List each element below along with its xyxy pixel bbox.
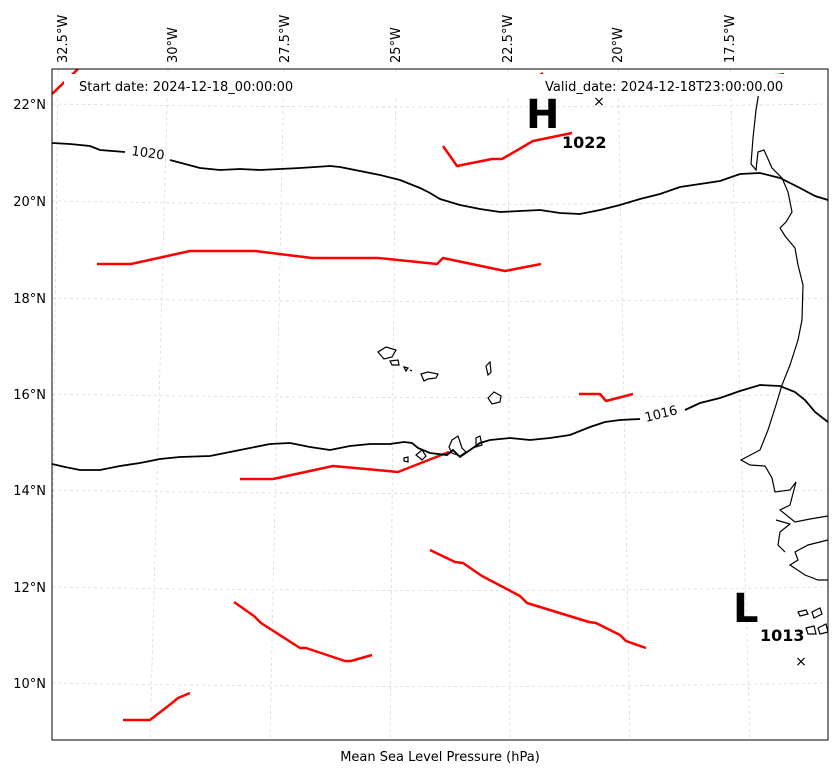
map-caption: Mean Sea Level Pressure (hPa): [340, 750, 540, 765]
front-line-central: [240, 450, 450, 481]
lon-label-17-5w: 17.5°W: [723, 15, 738, 63]
guinea-coast: [788, 539, 828, 581]
parallel-16n: [52, 393, 828, 398]
island-santa-luzia: [402, 366, 409, 373]
isobars: [52, 142, 828, 471]
meridian-17-5w: [729, 69, 751, 740]
lon-label-27-5w: 27.5°W: [278, 15, 293, 63]
meridian-22-5w: [507, 69, 511, 740]
map-area: [52, 69, 828, 740]
island-sal: [485, 360, 492, 377]
front-line-north: [441, 131, 573, 168]
lon-label-22-5w: 22.5°W: [501, 15, 516, 63]
lat-label-22n: 22°N: [13, 98, 46, 113]
bissagos-islands: [797, 607, 828, 635]
low-pressure-value: 1013: [760, 626, 805, 645]
front-line-east-short: [579, 392, 634, 403]
lat-label-14n: 14°N: [13, 484, 46, 499]
front-line-southeast: [429, 548, 647, 650]
lat-label-20n: 20°N: [13, 195, 46, 210]
lat-label-12n: 12°N: [13, 581, 46, 596]
high-pressure-letter: H: [526, 92, 559, 138]
africa-coast: [739, 85, 828, 523]
lon-label-20w: 20°W: [611, 27, 626, 63]
gambia-coast: [775, 519, 792, 553]
island-sao-antao: [377, 346, 397, 360]
info-bar-bg: [64, 74, 814, 96]
island-sao-vicente: [389, 359, 400, 366]
parallel-10n: [52, 682, 828, 687]
meridian-25w: [389, 69, 397, 740]
isobar-1016-west: [52, 418, 641, 471]
low-pressure-letter: L: [733, 586, 759, 632]
parallel-20n: [52, 200, 828, 205]
parallel-12n: [52, 586, 828, 591]
valid-date-text: Valid_date: 2024-12-18T23:00:00.00: [545, 80, 783, 95]
parallel-14n: [52, 489, 828, 494]
lon-label-32-5w: 32.5°W: [56, 15, 71, 63]
island-sao-nicolau: [409, 369, 413, 372]
graticule: [52, 69, 828, 740]
island-fogo: [415, 449, 427, 461]
isobar-1016-east: [684, 384, 828, 423]
meridian-27-5w: [269, 69, 285, 740]
high-pressure-value: 1022: [562, 133, 607, 152]
lon-label-25w: 25°W: [389, 27, 404, 63]
isobar-1020-west: [52, 142, 126, 153]
isobar-label-1020: 1020: [130, 144, 165, 163]
meridian-30w: [149, 69, 169, 740]
low-pressure-marker: ×: [795, 654, 807, 670]
coastlines: [377, 85, 828, 635]
isobar-1020-east: [169, 159, 828, 215]
front-line-southwest: [233, 600, 373, 663]
front-line-far-southwest: [123, 691, 191, 722]
lon-label-30w: 30°W: [166, 27, 181, 63]
parallel-22n: [52, 103, 828, 108]
parallel-18n: [52, 297, 828, 302]
lat-label-16n: 16°N: [13, 388, 46, 403]
high-pressure-marker: ×: [593, 94, 605, 110]
lat-label-10n: 10°N: [13, 677, 46, 692]
lat-label-18n: 18°N: [13, 292, 46, 307]
island-sao-nicolau-main: [420, 371, 439, 382]
start-date-text: Start date: 2024-12-18_00:00:00: [79, 80, 293, 95]
island-boa-vista: [487, 391, 502, 405]
front-line-north-central: [97, 249, 542, 273]
island-brava: [403, 456, 409, 463]
map-border: [51, 68, 829, 741]
island-maio: [475, 435, 483, 448]
meridian-20w: [617, 69, 631, 740]
